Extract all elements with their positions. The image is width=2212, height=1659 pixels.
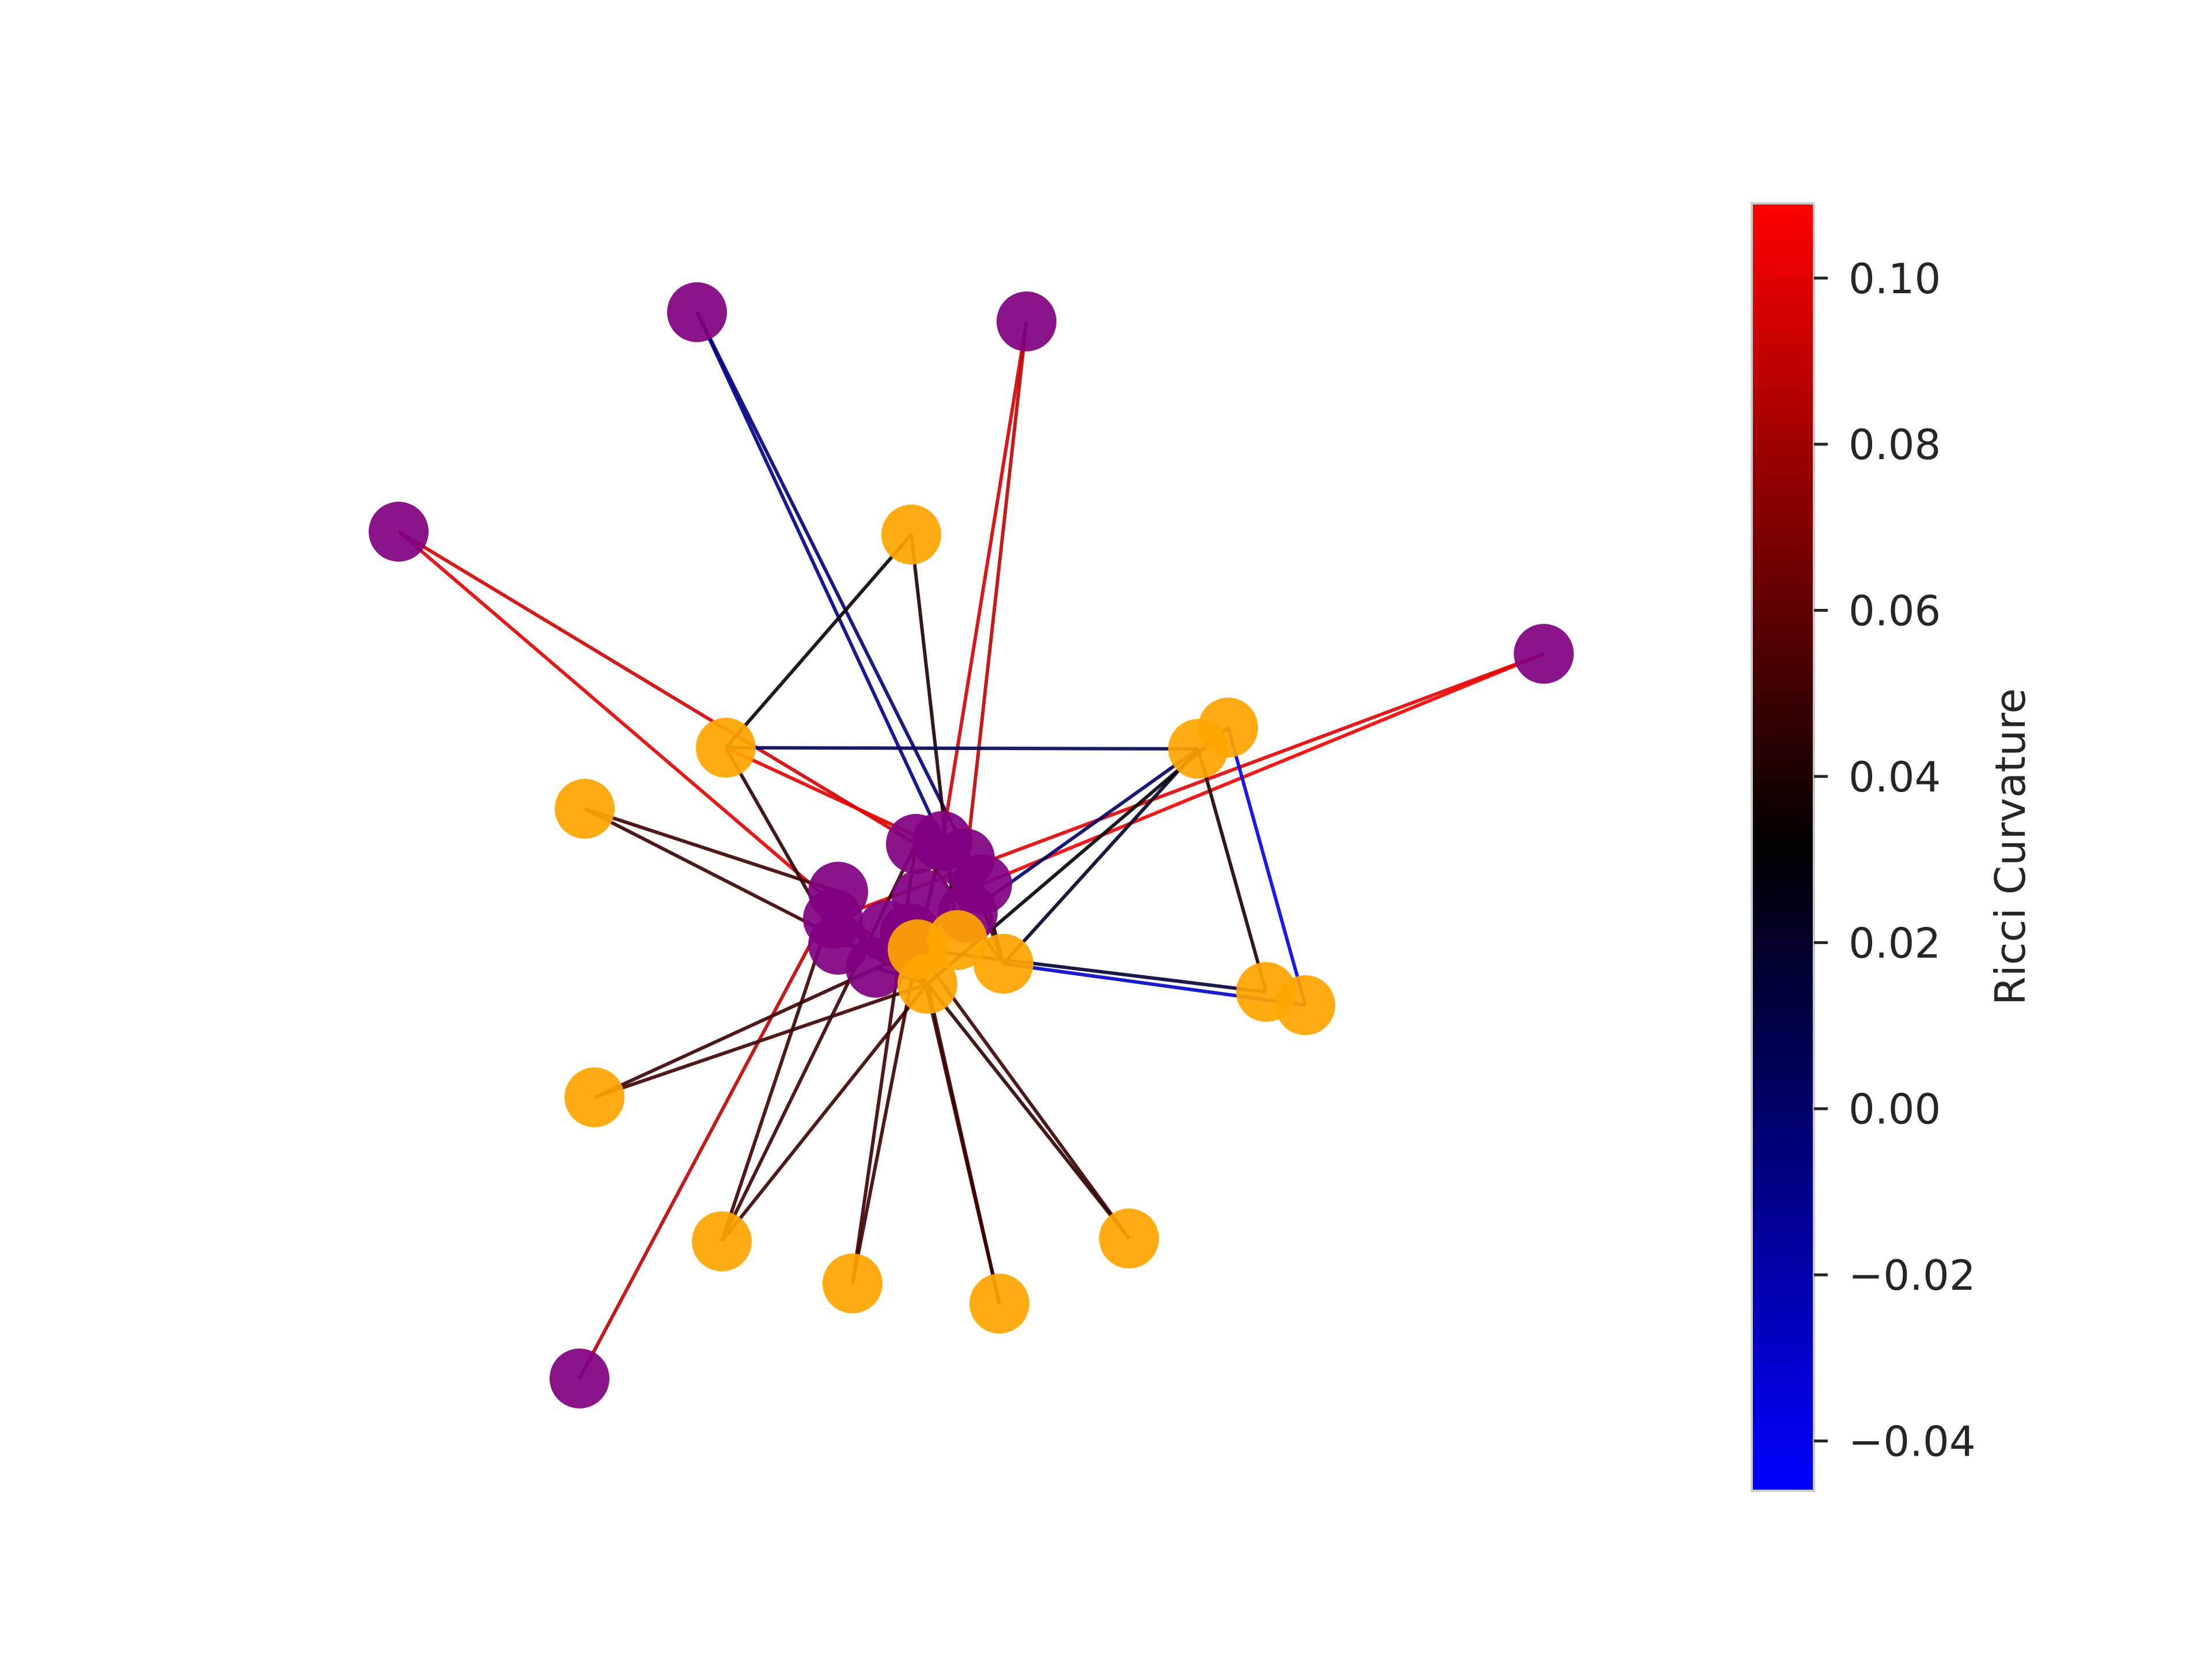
node-group_b — [696, 718, 756, 778]
colorbar-tick-label: 0.08 — [1849, 421, 1941, 469]
colorbar-label: Ricci Curvature — [1986, 688, 2035, 1006]
colorbar-tick-label: 0.06 — [1849, 587, 1941, 635]
colorbar-tick-label: 0.00 — [1849, 1085, 1941, 1134]
edge — [725, 746, 1199, 751]
edge — [1196, 748, 1268, 993]
node-group_b — [1198, 698, 1258, 757]
node-group_b — [927, 910, 987, 970]
edge — [724, 533, 913, 749]
colorbar-gradient — [1751, 202, 1815, 1492]
colorbar-tick-label: 0.04 — [1849, 753, 1941, 801]
node-group_a — [667, 282, 727, 342]
node-group_b — [969, 1274, 1029, 1334]
edge — [981, 652, 1545, 886]
node-group_b — [881, 505, 941, 565]
edge — [695, 311, 944, 842]
edge — [584, 807, 839, 893]
colorbar: 0.10 0.08 0.06 0.04 0.02 0.00 −0.02 −0.04 Ricci… — [1751, 202, 2035, 1492]
node-group_a — [892, 869, 952, 929]
colorbar-ticks: 0.10 0.08 0.06 0.04 0.02 0.00 −0.02 −0.04 — [1814, 255, 1976, 1465]
edge — [926, 983, 1131, 1240]
edge — [578, 891, 840, 1380]
node-group_b — [565, 1067, 624, 1127]
colorbar-tick-label: 0.10 — [1849, 255, 1941, 303]
node-group_b — [692, 1211, 752, 1271]
colorbar-tick-label: −0.02 — [1849, 1251, 1976, 1300]
node-group_b — [1275, 975, 1335, 1035]
colorbar-tick-label: −0.04 — [1849, 1417, 1976, 1465]
edge — [720, 983, 929, 1243]
edge — [397, 530, 917, 846]
edge — [941, 321, 1028, 842]
edge — [1002, 747, 1200, 965]
edge — [1226, 727, 1307, 1006]
node-group_a — [1514, 624, 1574, 684]
node-group_b — [1099, 1209, 1159, 1268]
edge — [594, 982, 928, 1099]
colorbar-tick-label: 0.02 — [1849, 919, 1941, 967]
node-group_b — [555, 779, 615, 839]
nodes-layer — [369, 282, 1574, 1408]
node-group_a — [369, 502, 429, 562]
node-group_b — [974, 934, 1033, 994]
edge — [695, 311, 984, 885]
node-group_b — [823, 1253, 882, 1313]
node-group_a — [550, 1349, 609, 1408]
node-group_a — [997, 291, 1056, 351]
